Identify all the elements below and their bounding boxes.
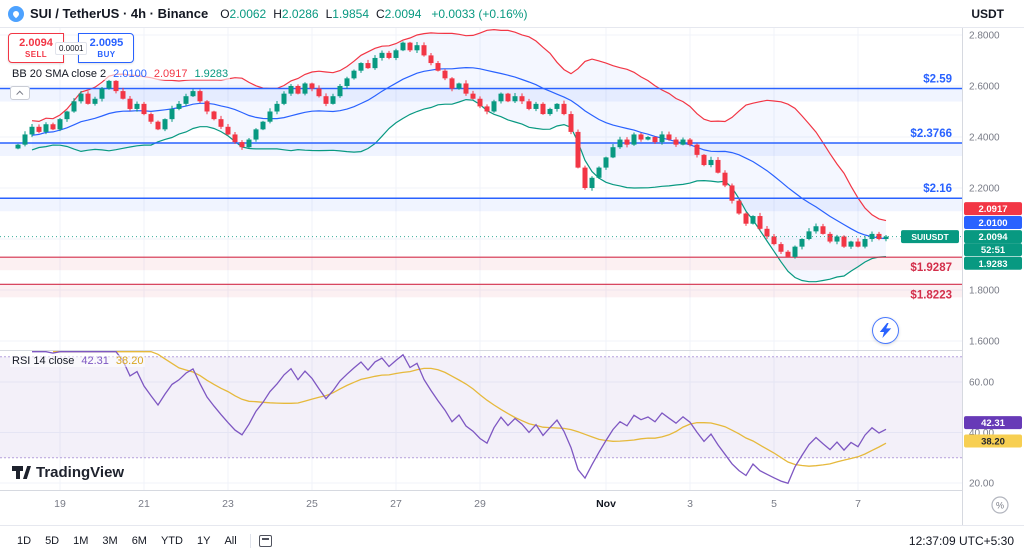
svg-text:SUIUSDT: SUIUSDT — [911, 232, 949, 242]
time-axis: 19 21 23 25 27 29 Nov 3 5 7% — [54, 496, 1009, 514]
sell-price: 2.0094 — [19, 37, 53, 50]
range-ytd[interactable]: YTD — [154, 532, 190, 550]
svg-text:$2.3766: $2.3766 — [910, 128, 952, 140]
lightning-bolt-icon — [879, 323, 892, 338]
rsi-ma-value: 38.20 — [115, 355, 144, 367]
candlestick-series — [15, 41, 889, 259]
svg-text:27: 27 — [390, 498, 402, 510]
bb-lower-value: 1.9283 — [194, 68, 229, 80]
rsi-indicator-legend[interactable]: RSI 14 close 42.31 38.20 — [10, 355, 146, 367]
svg-text:21: 21 — [138, 498, 150, 510]
svg-text:5: 5 — [771, 498, 777, 510]
bb-legend-title: BB 20 SMA close 2 — [12, 68, 107, 80]
range-3m[interactable]: 3M — [95, 532, 124, 550]
percent-scale-icon — [991, 496, 1009, 514]
price-axis: 2.80002.60002.40002.20002.00001.80001.60… — [962, 28, 1024, 525]
rsi-value: 42.31 — [81, 355, 109, 367]
grid-lines — [0, 28, 962, 490]
spread-value: 0.0001 — [55, 41, 88, 55]
range-6m[interactable]: 6M — [125, 532, 154, 550]
price-badges: 2.0917 2.0100 2.0094 SUIUSDT 52:51 1.9283 42.3… — [901, 202, 1022, 448]
symbol-logo-icon — [8, 5, 24, 22]
bb-indicator-legend[interactable]: BB 20 SMA close 2 2.0100 2.0917 1.9283 — [10, 68, 231, 80]
collapse-pane-button[interactable] — [10, 86, 30, 100]
svg-text:1.6000: 1.6000 — [969, 337, 1000, 348]
svg-text:2.0100: 2.0100 — [978, 218, 1007, 229]
level-labels: $2.59 $2.3766 $2.16 $1.9287 $1.8223 — [910, 74, 952, 302]
tradingview-logo-text: TradingView — [36, 464, 125, 481]
level-zones — [0, 88, 962, 298]
toolbar-divider — [249, 533, 251, 548]
buy-button[interactable]: 2.0095 BUY — [78, 33, 135, 63]
svg-text:Nov: Nov — [596, 498, 616, 510]
buy-label: BUY — [97, 49, 116, 59]
range-1d[interactable]: 1D — [10, 532, 38, 550]
bb-basis-value: 2.0100 — [113, 68, 147, 80]
support-resistance-lines — [0, 87, 962, 285]
svg-text:$2.59: $2.59 — [923, 74, 952, 86]
svg-text:42.31: 42.31 — [981, 418, 1005, 429]
svg-text:29: 29 — [474, 498, 486, 510]
svg-text:%: % — [996, 501, 1004, 511]
svg-text:52:51: 52:51 — [981, 245, 1006, 256]
low-value: L1.9854 — [325, 6, 369, 21]
svg-text:$1.9287: $1.9287 — [910, 262, 952, 274]
range-all[interactable]: All — [217, 532, 243, 550]
instant-trade-button[interactable] — [872, 317, 899, 344]
svg-text:3: 3 — [687, 498, 693, 510]
tradingview-mark-icon — [12, 466, 31, 479]
range-1m[interactable]: 1M — [66, 532, 95, 550]
tradingview-logo[interactable]: TradingView — [12, 464, 124, 481]
trade-widget: 2.0094 SELL 0.0001 2.0095 BUY — [8, 33, 135, 63]
calendar-icon — [258, 534, 272, 547]
price-change: +0.0033 (+0.16%) — [431, 6, 528, 21]
rsi-legend-title: RSI 14 close — [12, 355, 75, 367]
bb-upper-value: 2.0917 — [153, 68, 188, 80]
sell-label: SELL — [24, 49, 48, 59]
svg-text:23: 23 — [222, 498, 234, 510]
range-5d[interactable]: 5D — [38, 532, 66, 550]
bollinger-bands — [31, 28, 887, 283]
sell-button[interactable]: 2.0094 SELL — [8, 33, 64, 63]
chart-header: SUI / TetherUS · 4h · Binance O2.0062 H2… — [0, 0, 1024, 28]
chevron-up-icon — [15, 90, 23, 98]
svg-text:40.00: 40.00 — [969, 428, 994, 439]
svg-text:1.8000: 1.8000 — [969, 286, 1000, 297]
go-to-date-icon[interactable] — [257, 533, 274, 549]
svg-text:$1.8223: $1.8223 — [910, 289, 952, 301]
currency-label[interactable]: USDT — [971, 6, 1004, 21]
chart-area: $2.59 $2.3766 $2.16 $1.9287 $1.8223 2.8000 2.6… — [0, 28, 1024, 525]
svg-text:1.9283: 1.9283 — [978, 259, 1007, 270]
svg-text:7: 7 — [855, 498, 861, 510]
svg-text:2.4000: 2.4000 — [969, 133, 1000, 144]
close-value: C2.0094 — [376, 6, 422, 21]
svg-text:2.0917: 2.0917 — [978, 204, 1007, 215]
svg-text:2.6000: 2.6000 — [969, 82, 1000, 93]
svg-text:2.2000: 2.2000 — [969, 184, 1000, 195]
high-value: H2.0286 — [273, 6, 319, 21]
bottom-toolbar: 1D 5D 1M 3M 6M YTD 1Y All 12:37:09 UTC+5… — [0, 525, 1024, 555]
svg-text:19: 19 — [54, 498, 66, 510]
svg-text:$2.16: $2.16 — [923, 183, 952, 195]
chart-canvas[interactable]: $2.59 $2.3766 $2.16 $1.9287 $1.8223 2.8000 2.6… — [0, 28, 1024, 525]
svg-text:25: 25 — [306, 498, 318, 510]
range-1y[interactable]: 1Y — [190, 532, 217, 550]
pane-separators — [0, 350, 1024, 491]
rsi-pane — [0, 351, 962, 485]
ohlc-values: O2.0062 H2.0286 L1.9854 C2.0094 +0.0033 … — [220, 7, 527, 21]
svg-text:2.8000: 2.8000 — [969, 31, 1000, 42]
svg-text:60.00: 60.00 — [969, 378, 994, 389]
svg-text:2.0094: 2.0094 — [978, 232, 1008, 243]
symbol-title[interactable]: SUI / TetherUS · 4h · Binance — [30, 6, 209, 21]
svg-text:38.20: 38.20 — [981, 437, 1005, 448]
clock-timezone[interactable]: 12:37:09 UTC+5:30 — [908, 533, 1014, 548]
sui-droplet-icon — [11, 9, 21, 18]
open-value: O2.0062 — [220, 6, 267, 21]
buy-price: 2.0095 — [89, 37, 124, 50]
svg-text:20.00: 20.00 — [969, 479, 994, 490]
